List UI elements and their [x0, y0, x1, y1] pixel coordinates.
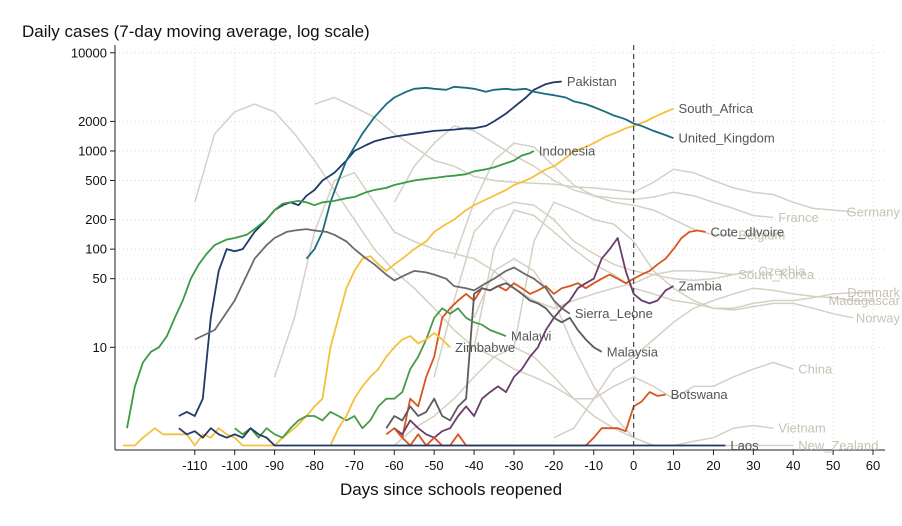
grid-lines [115, 45, 885, 450]
series-label-norway: Norway [856, 310, 901, 325]
series-line-new-zealand [473, 257, 794, 447]
x-tick-label: -30 [505, 458, 524, 473]
x-tick-label: -110 [182, 458, 207, 473]
x-tick-label: -50 [425, 458, 444, 473]
series-label-zambia: Zambia [679, 279, 723, 294]
x-axis-label: Days since schools reopened [339, 480, 563, 499]
series-label-sierra-leone: Sierra_Leone [575, 306, 653, 321]
series-line-france [393, 125, 774, 219]
series-line-zambia [393, 237, 674, 439]
x-tick-label: 60 [866, 458, 880, 473]
series-line-czechia [433, 201, 754, 378]
series-label-czechia: Czechia [758, 263, 806, 278]
series-label-madagascar: Madagascar [828, 293, 900, 308]
y-tick-label: 2000 [78, 114, 107, 129]
x-tick-label: 10 [666, 458, 680, 473]
y-tick-label: 100 [85, 242, 107, 257]
series-line-vietnam [393, 346, 774, 447]
x-tick-label: 20 [706, 458, 720, 473]
series-line-sierra-leone [194, 228, 571, 341]
x-tick-label: -90 [265, 458, 284, 473]
series-label-botswana: Botswana [671, 387, 729, 402]
axes: -110 -100 -90 -80 -70 -60 -50 -40 -30 -20 -10 0 10 20… [71, 45, 885, 473]
series-label-laos: Laos [730, 438, 759, 453]
series-label-malaysia: Malaysia [607, 344, 659, 359]
series-line-malawi [234, 307, 507, 439]
series-line-indonesia [126, 150, 535, 429]
series-label-vietnam: Vietnam [778, 421, 825, 436]
series-line-malaysia [385, 282, 603, 429]
series-label-new-zealand: New_Zealand [798, 438, 878, 453]
series-label-indonesia: Indonesia [539, 143, 596, 158]
series-label-denmark: Denmark [847, 285, 900, 300]
y-tick-label: 500 [85, 173, 107, 188]
y-tick-label: 50 [93, 271, 107, 286]
y-tick-label: 1000 [78, 143, 107, 158]
series-label-south-africa: South_Africa [679, 101, 754, 116]
series-line-denmark [513, 201, 873, 348]
x-tick-label: 30 [746, 458, 760, 473]
x-tick-label: 50 [826, 458, 840, 473]
series-label-south-korea: South_Korea [738, 267, 815, 282]
series-label-cote-divoire: Cote_dIvoire [710, 224, 784, 239]
x-tick-label: -40 [465, 458, 484, 473]
x-tick-label: 0 [630, 458, 637, 473]
background-series-group [194, 96, 873, 447]
series-line-belgium [453, 142, 734, 259]
series-label-germany: Germany [847, 204, 901, 219]
x-tick-label: -20 [544, 458, 563, 473]
highlighted-series-group [123, 80, 726, 447]
series-line-laos [178, 427, 726, 447]
y-tick-label: 10000 [71, 45, 107, 60]
series-line-pakistan [178, 80, 562, 417]
series-label-china: China [798, 362, 833, 377]
y-tick-label: 10 [93, 340, 107, 355]
series-line-zimbabwe [329, 332, 451, 446]
series-line-united-kingdom [305, 85, 674, 260]
x-tick-label: -60 [385, 458, 404, 473]
x-tick-label: -70 [345, 458, 364, 473]
chart-title: Daily cases (7-day moving average, log s… [22, 22, 370, 41]
series-label-united-kingdom: United_Kingdom [679, 131, 775, 146]
series-line-germany [314, 96, 854, 213]
series-label-zimbabwe: Zimbabwe [455, 340, 515, 355]
series-label-malawi: Malawi [511, 329, 552, 344]
series-line-madagascar [553, 287, 873, 439]
series-line-cote-divoire [385, 229, 706, 439]
series-label-france: France [778, 210, 818, 225]
x-tick-label: 40 [786, 458, 800, 473]
y-tick-label: 200 [85, 212, 107, 227]
series-label-pakistan: Pakistan [567, 74, 617, 89]
series-label-belgium: Belgium [738, 227, 785, 242]
x-tick-label: -80 [305, 458, 324, 473]
x-tick-label: -100 [222, 458, 248, 473]
x-tick-label: -10 [584, 458, 603, 473]
series-line-norway [473, 209, 854, 348]
